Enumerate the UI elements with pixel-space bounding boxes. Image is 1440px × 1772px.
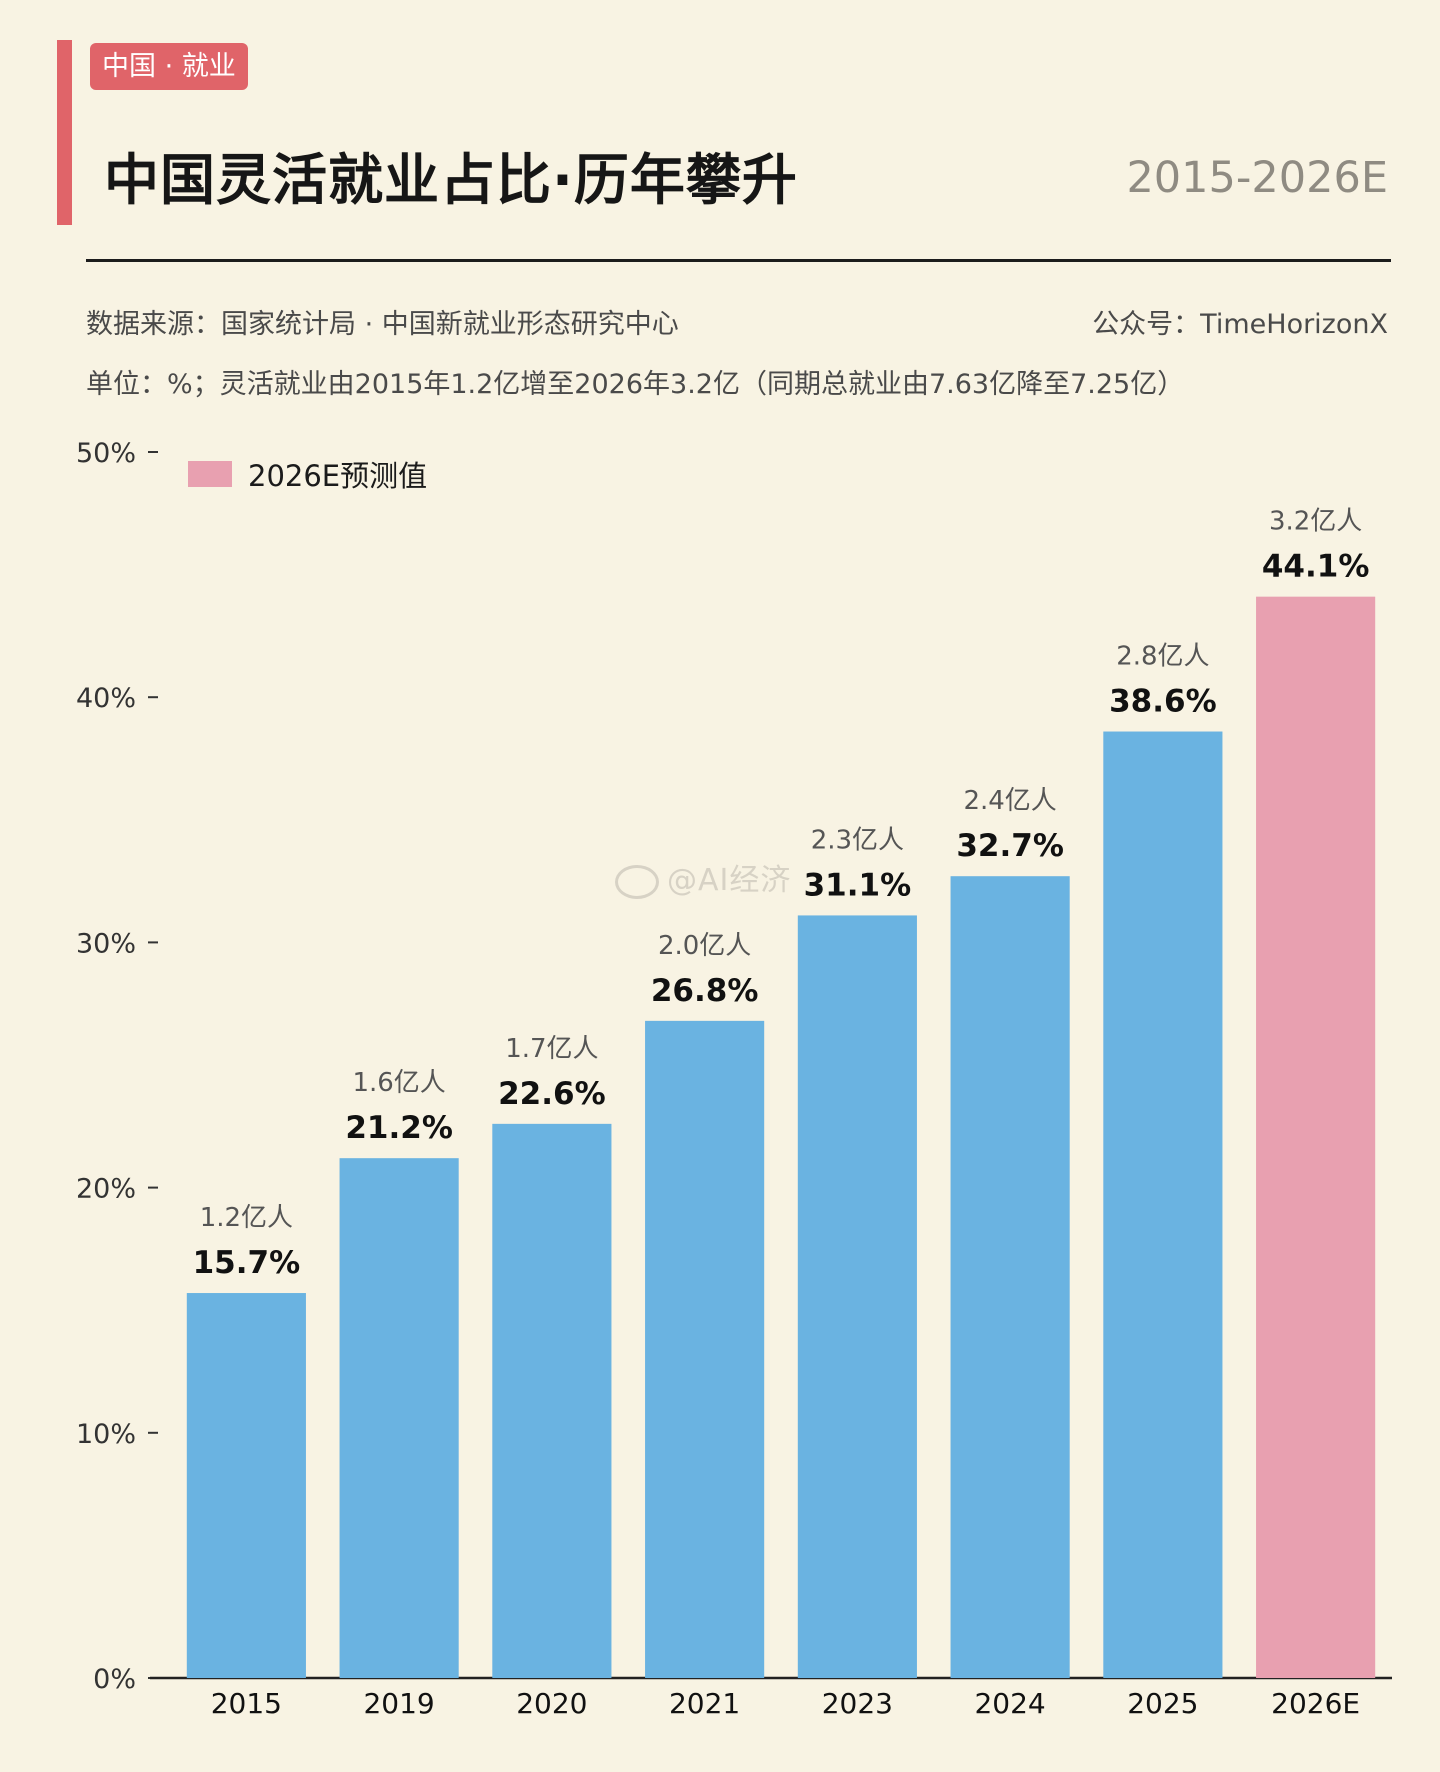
watermark-text: @AI经济 xyxy=(667,863,792,898)
account-label: 公众号：TimeHorizonX xyxy=(1092,309,1388,340)
bar-people-label: 3.2亿人 xyxy=(1269,507,1362,537)
bar-people-label: 1.6亿人 xyxy=(352,1068,445,1098)
bar-value-label: 32.7% xyxy=(956,828,1064,864)
legend-label-forecast: 2026E预测值 xyxy=(248,459,428,493)
bar xyxy=(186,1293,306,1678)
bar xyxy=(339,1158,459,1678)
title-accent-bar xyxy=(57,40,72,225)
x-tick-label: 2025 xyxy=(1127,1687,1198,1720)
x-tick-label: 2024 xyxy=(974,1687,1045,1720)
bar-people-label: 2.0亿人 xyxy=(658,931,751,961)
bar xyxy=(1103,731,1223,1678)
y-tick-label: 0% xyxy=(93,1664,136,1695)
header-divider xyxy=(86,259,1391,262)
category-tag: 中国 · 就业 xyxy=(90,43,248,90)
bar-value-label: 26.8% xyxy=(651,973,759,1009)
bar-people-label: 2.3亿人 xyxy=(811,825,904,855)
weibo-logo-icon xyxy=(615,864,659,899)
bar xyxy=(797,915,917,1678)
bar-value-label: 31.1% xyxy=(804,867,912,903)
bar-value-label: 21.2% xyxy=(345,1110,453,1146)
bar xyxy=(492,1123,612,1678)
x-tick-label: 2015 xyxy=(211,1687,282,1720)
y-tick-label: 20% xyxy=(76,1174,136,1205)
bar-people-label: 1.2亿人 xyxy=(200,1203,293,1233)
data-source: 数据来源：国家统计局 · 中国新就业形态研究中心 xyxy=(86,309,679,340)
unit-note: 单位：%；灵活就业由2015年1.2亿增至2026年3.2亿（同期总就业由7.6… xyxy=(86,369,1185,400)
bar-chart: 0% 10% 20% 30% 40% 50% 15.7% 1.2亿人 2015 21.2% 1.6亿… xyxy=(76,438,1392,1720)
y-tick-label: 10% xyxy=(76,1419,136,1450)
bar-value-label: 44.1% xyxy=(1262,549,1370,585)
bar xyxy=(1256,596,1376,1678)
watermark: @AI经济 xyxy=(615,855,791,899)
x-tick-label: 2019 xyxy=(363,1687,434,1720)
y-tick-label: 50% xyxy=(76,438,136,469)
bar-people-label: 2.8亿人 xyxy=(1116,642,1209,672)
x-tick-label: 2021 xyxy=(669,1687,740,1720)
bar-people-label: 2.4亿人 xyxy=(963,786,1056,816)
bar-value-label: 38.6% xyxy=(1109,684,1217,720)
x-tick-label: 2026E xyxy=(1271,1687,1360,1720)
bar xyxy=(950,876,1070,1678)
legend-swatch-forecast xyxy=(188,461,232,487)
bar-value-label: 15.7% xyxy=(193,1245,301,1281)
x-tick-label: 2020 xyxy=(516,1687,587,1720)
chart-legend: 2026E预测值 xyxy=(188,453,427,495)
y-tick-label: 30% xyxy=(76,928,136,959)
bar-people-label: 1.7亿人 xyxy=(505,1034,598,1064)
page-title: 中国灵活就业占比·历年攀升 xyxy=(104,148,798,212)
bar-value-label: 22.6% xyxy=(498,1076,606,1112)
x-tick-label: 2023 xyxy=(822,1687,893,1720)
bar xyxy=(645,1020,765,1678)
year-range: 2015-2026E xyxy=(1126,153,1388,203)
y-tick-label: 40% xyxy=(76,683,136,714)
